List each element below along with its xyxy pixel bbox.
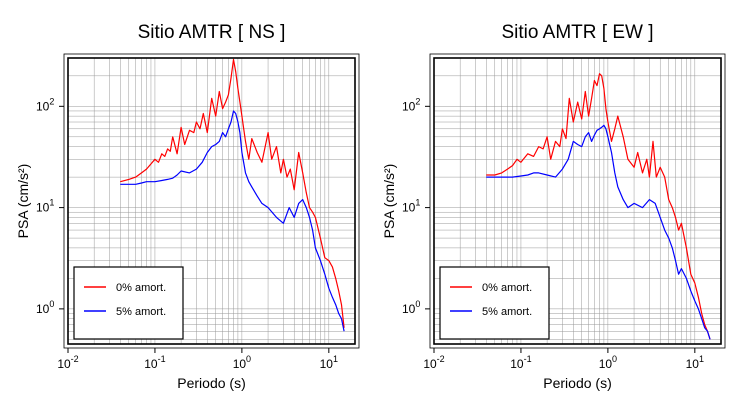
x-tick-exponent: -1 [524,354,532,364]
y-tick-base: 10 [36,99,50,113]
grid-lines [67,57,356,344]
y-tick-exponent: 2 [49,96,54,106]
x-tick-base: 10 [686,357,700,371]
plot-frame-outer [429,53,726,349]
y-tick-base: 10 [402,99,416,113]
series-line-undamped [120,58,345,328]
x-tick-label: 100 [599,354,617,371]
y-tick-base: 10 [36,201,50,215]
y-tick-label: 102 [36,96,54,113]
x-tick-exponent: 0 [246,354,251,364]
x-tick-label: 10-2 [423,354,444,371]
x-tick-label: 10-1 [144,354,165,371]
x-tick-base: 10 [423,357,437,371]
x-tick-base: 10 [144,357,158,371]
x-axis-label: Periodo (s) [177,375,245,391]
legend-label: 5% amort. [482,306,532,318]
y-tick-label: 101 [402,198,420,215]
y-tick-base: 10 [402,201,416,215]
x-tick-label: 100 [233,354,251,371]
chart-title: Sitio AMTR [ EW ] [501,22,653,43]
legend-label: 0% amort. [482,282,532,294]
x-tick-exponent: -2 [437,354,445,364]
x-tick-label: 101 [686,354,704,371]
x-tick-base: 10 [320,357,334,371]
y-tick-exponent: 0 [415,299,420,309]
x-tick-exponent: -1 [158,354,166,364]
y-tick-label: 100 [36,299,54,316]
series-line-undamped [486,73,711,340]
plot-frame [433,57,722,345]
y-tick-base: 10 [36,302,50,316]
y-tick-label: 101 [36,198,54,215]
legend-box [439,266,550,340]
x-tick-label: 101 [320,354,338,371]
chart-title: Sitio AMTR [ NS ] [138,22,286,43]
y-tick-exponent: 0 [49,299,54,309]
y-tick-exponent: 1 [415,198,420,208]
x-tick-base: 10 [57,357,71,371]
legend-label: 5% amort. [116,306,166,318]
x-tick-exponent: -2 [71,354,79,364]
x-tick-base: 10 [233,357,247,371]
x-tick-label: 10-1 [510,354,531,371]
series-line-damped [486,124,711,340]
y-tick-exponent: 2 [415,96,420,106]
x-axis-label: Periodo (s) [543,375,611,391]
legend-box [73,266,184,340]
x-tick-exponent: 0 [612,354,617,364]
x-tick-base: 10 [599,357,613,371]
x-tick-exponent: 1 [333,354,338,364]
y-axis-label: PSA (cm/s²) [381,164,397,239]
plot-frame [67,57,356,345]
y-tick-label: 102 [402,96,420,113]
x-tick-label: 10-2 [57,354,78,371]
legend-label: 0% amort. [116,282,166,294]
x-tick-base: 10 [510,357,524,371]
series-line-damped [120,110,345,332]
y-tick-label: 100 [402,299,420,316]
y-axis-label: PSA (cm/s²) [15,164,31,239]
x-tick-exponent: 1 [699,354,704,364]
y-tick-base: 10 [402,302,416,316]
y-tick-exponent: 1 [49,198,54,208]
plot-frame-outer [63,53,360,349]
